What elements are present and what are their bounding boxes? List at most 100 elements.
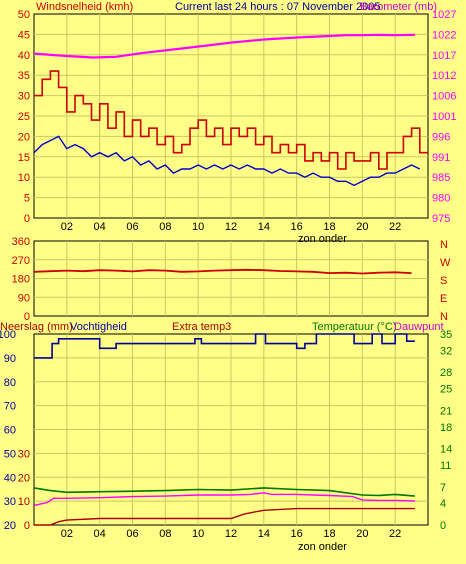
y-tick-label: 30 [4, 496, 16, 508]
compass-letter: W [440, 257, 451, 269]
y-tick-label: 985 [432, 172, 450, 184]
x-tick-label: 14 [258, 528, 270, 540]
y-tick-label: 0 [24, 311, 30, 323]
y-tick-label: 4 [440, 498, 446, 510]
y-tick-label: 90 [4, 353, 16, 365]
y-tick-label: 35 [440, 329, 452, 341]
rain-series [34, 507, 415, 526]
y-tick-label: 70 [4, 401, 16, 413]
y-tick-label: 45 [18, 29, 30, 41]
x-tick-label: 10 [192, 528, 204, 540]
dewpoint-series [33, 492, 415, 507]
x-tick-label: 06 [126, 528, 138, 540]
y-tick-label: 40 [4, 472, 16, 484]
y-tick-label: 996 [432, 131, 450, 143]
wind-panel-axes: 0 5 10 15 20 25 30 35 40 45 50 975 980 985 991 996 1001 1… [18, 9, 457, 233]
y-tick-label: 35 [18, 70, 30, 82]
x-tick-label: 10 [192, 221, 204, 233]
x-tick-label: 02 [61, 528, 73, 540]
y-tick-label: 25 [440, 384, 452, 396]
y-tick-label: 60 [4, 425, 16, 437]
y-tick-label: 1027 [432, 9, 456, 21]
wind-panel-grid [34, 14, 428, 218]
y-tick-label: 1001 [432, 111, 456, 123]
y-tick-label: 10 [18, 496, 30, 508]
x-tick-label: 12 [225, 221, 237, 233]
y-tick-label: 40 [18, 50, 30, 62]
y-tick-label: 32 [440, 345, 452, 357]
extra-temp-title: Extra temp3 [172, 321, 231, 333]
y-tick-label: 0 [440, 520, 446, 532]
compass-letter: E [440, 293, 447, 305]
chart-main-title: Current last 24 hours : 07 November 2005 [175, 1, 380, 13]
x-tick-label: 18 [323, 528, 335, 540]
barometer-series [33, 33, 415, 59]
humidity-series [34, 333, 415, 359]
wind-speed-series [34, 70, 428, 170]
y-tick-label: 991 [432, 152, 450, 164]
y-tick-label: 14 [440, 444, 452, 456]
wind-average-series [33, 135, 421, 187]
y-tick-label: 5 [24, 193, 30, 205]
y-tick-label: 1017 [432, 50, 456, 62]
y-tick-label: 25 [18, 111, 30, 123]
climate-panel-axes: 2030405060708090100010203004711141821252… [0, 329, 452, 540]
y-tick-label: 10 [18, 172, 30, 184]
y-tick-label: 1012 [432, 70, 456, 82]
compass-letters: N W S E N [440, 239, 451, 323]
y-tick-label: 30 [18, 91, 30, 103]
x-tick-label: 20 [356, 528, 368, 540]
y-tick-label: 270 [12, 255, 30, 267]
y-tick-label: 50 [18, 9, 30, 21]
dewpoint-axis-title: Dauwpunt [394, 321, 444, 333]
sunset-label: zon onder [298, 233, 347, 245]
x-tick-label: 12 [225, 528, 237, 540]
y-tick-label: 980 [432, 193, 450, 205]
y-tick-label: 20 [18, 131, 30, 143]
compass-letter: S [440, 275, 447, 287]
x-tick-label: 08 [159, 221, 171, 233]
rain-axis-title: Neerslag (mm) [0, 321, 73, 333]
compass-letter: N [440, 239, 448, 251]
y-tick-label: 20 [4, 520, 16, 532]
x-tick-label: 20 [356, 221, 368, 233]
x-tick-label: 06 [126, 221, 138, 233]
x-tick-label: 14 [258, 221, 270, 233]
y-tick-label: 28 [440, 367, 452, 379]
wind-direction-series [33, 268, 412, 275]
y-tick-label: 0 [24, 213, 30, 225]
x-tick-label: 08 [159, 528, 171, 540]
sunset-label: zon onder [298, 541, 347, 553]
y-tick-label: 15 [18, 152, 30, 164]
y-tick-label: 21 [440, 405, 452, 417]
y-tick-label: 180 [12, 274, 30, 286]
x-tick-label: 16 [291, 221, 303, 233]
x-tick-label: 18 [323, 221, 335, 233]
y-tick-label: 90 [18, 292, 30, 304]
compass-letter: N [440, 311, 448, 323]
chart-series [33, 33, 428, 526]
y-tick-label: 975 [432, 213, 450, 225]
humidity-axis-title: Vochtigheid [70, 321, 127, 333]
y-tick-label: 0 [24, 520, 30, 532]
x-tick-label: 22 [389, 528, 401, 540]
barometer-axis-title: Barometer (mb) [360, 1, 437, 13]
climate-panel-grid [34, 334, 428, 525]
x-tick-label: 22 [389, 221, 401, 233]
x-tick-label: 04 [94, 528, 106, 540]
y-tick-label: 20 [18, 472, 30, 484]
y-tick-label: 11 [440, 460, 451, 472]
temperature-series [33, 487, 415, 497]
y-tick-label: 18 [440, 422, 452, 434]
y-tick-label: 50 [4, 448, 16, 460]
y-tick-label: 80 [4, 377, 16, 389]
x-tick-label: 04 [94, 221, 106, 233]
wind-speed-axis-title: Windsnelheid (kmh) [36, 1, 133, 13]
y-tick-label: 360 [12, 236, 30, 248]
direction-panel-grid [34, 241, 428, 316]
y-tick-label: 30 [18, 448, 30, 460]
y-tick-label: 7 [440, 482, 446, 494]
y-tick-label: 1006 [432, 91, 456, 103]
